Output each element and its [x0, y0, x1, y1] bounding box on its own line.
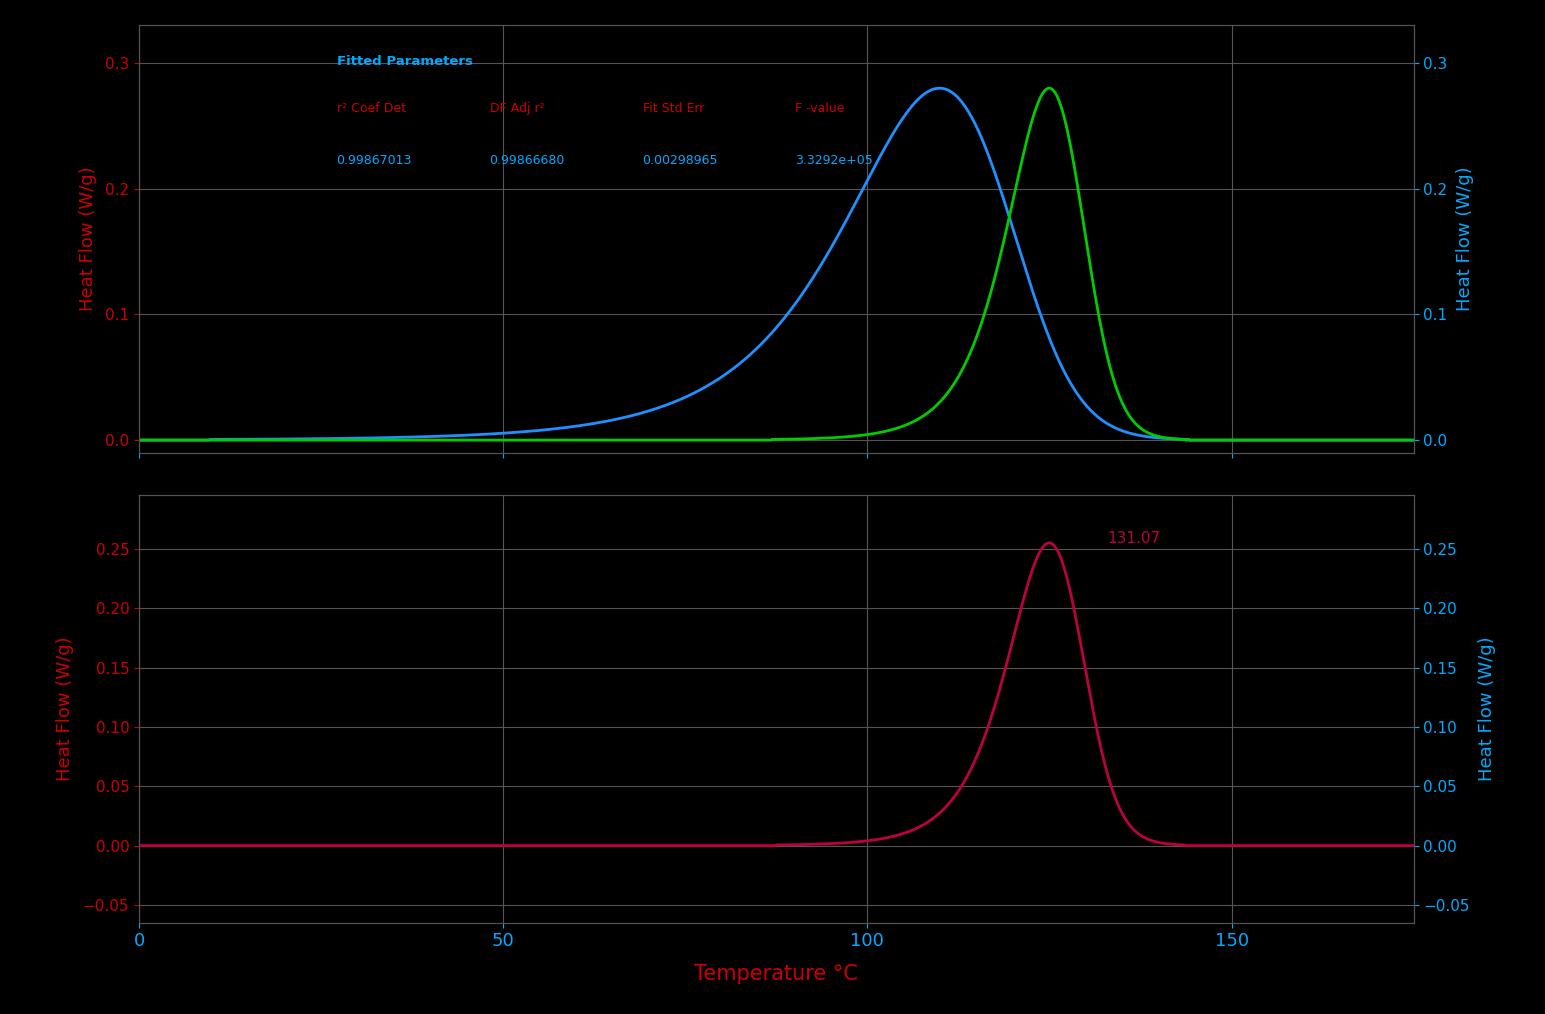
Y-axis label: Heat Flow (W/g): Heat Flow (W/g) — [57, 637, 74, 782]
X-axis label: Temperature °C: Temperature °C — [694, 964, 859, 985]
Text: 0.99866680: 0.99866680 — [490, 153, 565, 166]
Text: Fit Std Err: Fit Std Err — [643, 102, 705, 116]
Text: 0.00298965: 0.00298965 — [643, 153, 718, 166]
Text: 0.99867013: 0.99867013 — [337, 153, 413, 166]
Text: DF Adj r²: DF Adj r² — [490, 102, 544, 116]
Text: Fitted Parameters: Fitted Parameters — [337, 55, 473, 68]
Text: 3.3292e+05: 3.3292e+05 — [796, 153, 873, 166]
Y-axis label: Heat Flow (W/g): Heat Flow (W/g) — [1479, 637, 1496, 782]
Y-axis label: Heat Flow (W/g): Heat Flow (W/g) — [1455, 166, 1474, 311]
Text: 131.07: 131.07 — [1108, 531, 1160, 547]
Y-axis label: Heat Flow (W/g): Heat Flow (W/g) — [79, 166, 97, 311]
Text: F -value: F -value — [796, 102, 845, 116]
Text: r² Coef Det: r² Coef Det — [337, 102, 406, 116]
